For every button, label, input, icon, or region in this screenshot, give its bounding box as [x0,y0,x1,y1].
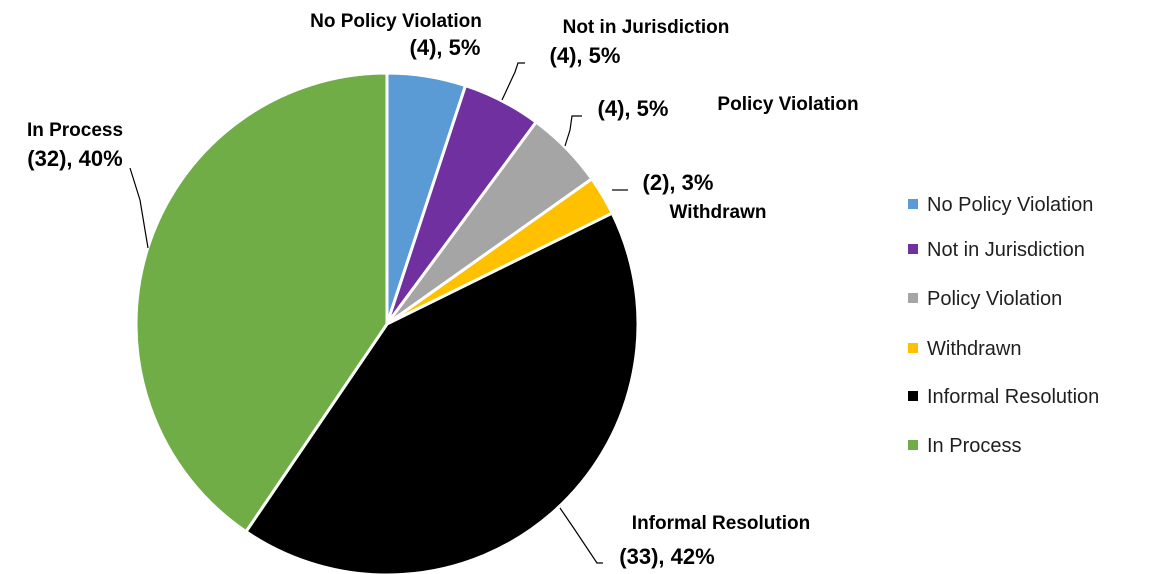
leader-line-policy-violation [564,115,582,147]
legend-label-in-process: In Process [927,435,1021,457]
legend-swatch-no-policy-violation [908,199,918,209]
legend-label-no-policy-violation: No Policy Violation [927,194,1093,216]
data-labels: No Policy Violation (4), 5% Not in Juris… [27,11,859,569]
label-name-policy-violation: Policy Violation [717,94,858,115]
legend-label-informal-resolution: Informal Resolution [927,386,1099,408]
legend-swatch-in-process [908,440,918,450]
legend-swatch-informal-resolution [908,391,918,401]
pie-slices [134,71,640,574]
label-value-not-in-jurisdiction: (4), 5% [550,43,621,68]
label-name-in-process: In Process [27,120,123,141]
label-name-no-policy-violation: No Policy Violation [310,11,482,32]
legend-label-not-in-jurisdiction: Not in Jurisdiction [927,239,1085,261]
leader-line-in-process [129,167,149,249]
label-name-informal-resolution: Informal Resolution [632,513,810,534]
pie-slice-informal-resolution [244,211,640,574]
legend-swatch-policy-violation [908,293,918,303]
label-value-policy-violation: (4), 5% [598,96,669,121]
leader-line-not-in-jurisdiction [501,62,525,101]
legend-label-withdrawn: Withdrawn [927,338,1021,360]
label-value-informal-resolution: (33), 42% [619,544,714,569]
legend-swatch-withdrawn [908,343,918,353]
label-name-withdrawn: Withdrawn [670,202,767,223]
legend: No Policy Violation Not in Jurisdiction … [908,194,1099,457]
label-value-no-policy-violation: (4), 5% [410,35,481,60]
pie-slice-in-process [134,71,389,534]
legend-swatch-not-in-jurisdiction [908,244,918,254]
label-value-withdrawn: (2), 3% [643,170,714,195]
legend-label-policy-violation: Policy Violation [927,288,1062,310]
label-name-not-in-jurisdiction: Not in Jurisdiction [563,17,730,38]
label-value-in-process: (32), 40% [27,146,122,171]
leader-line-informal-resolution [559,507,603,564]
